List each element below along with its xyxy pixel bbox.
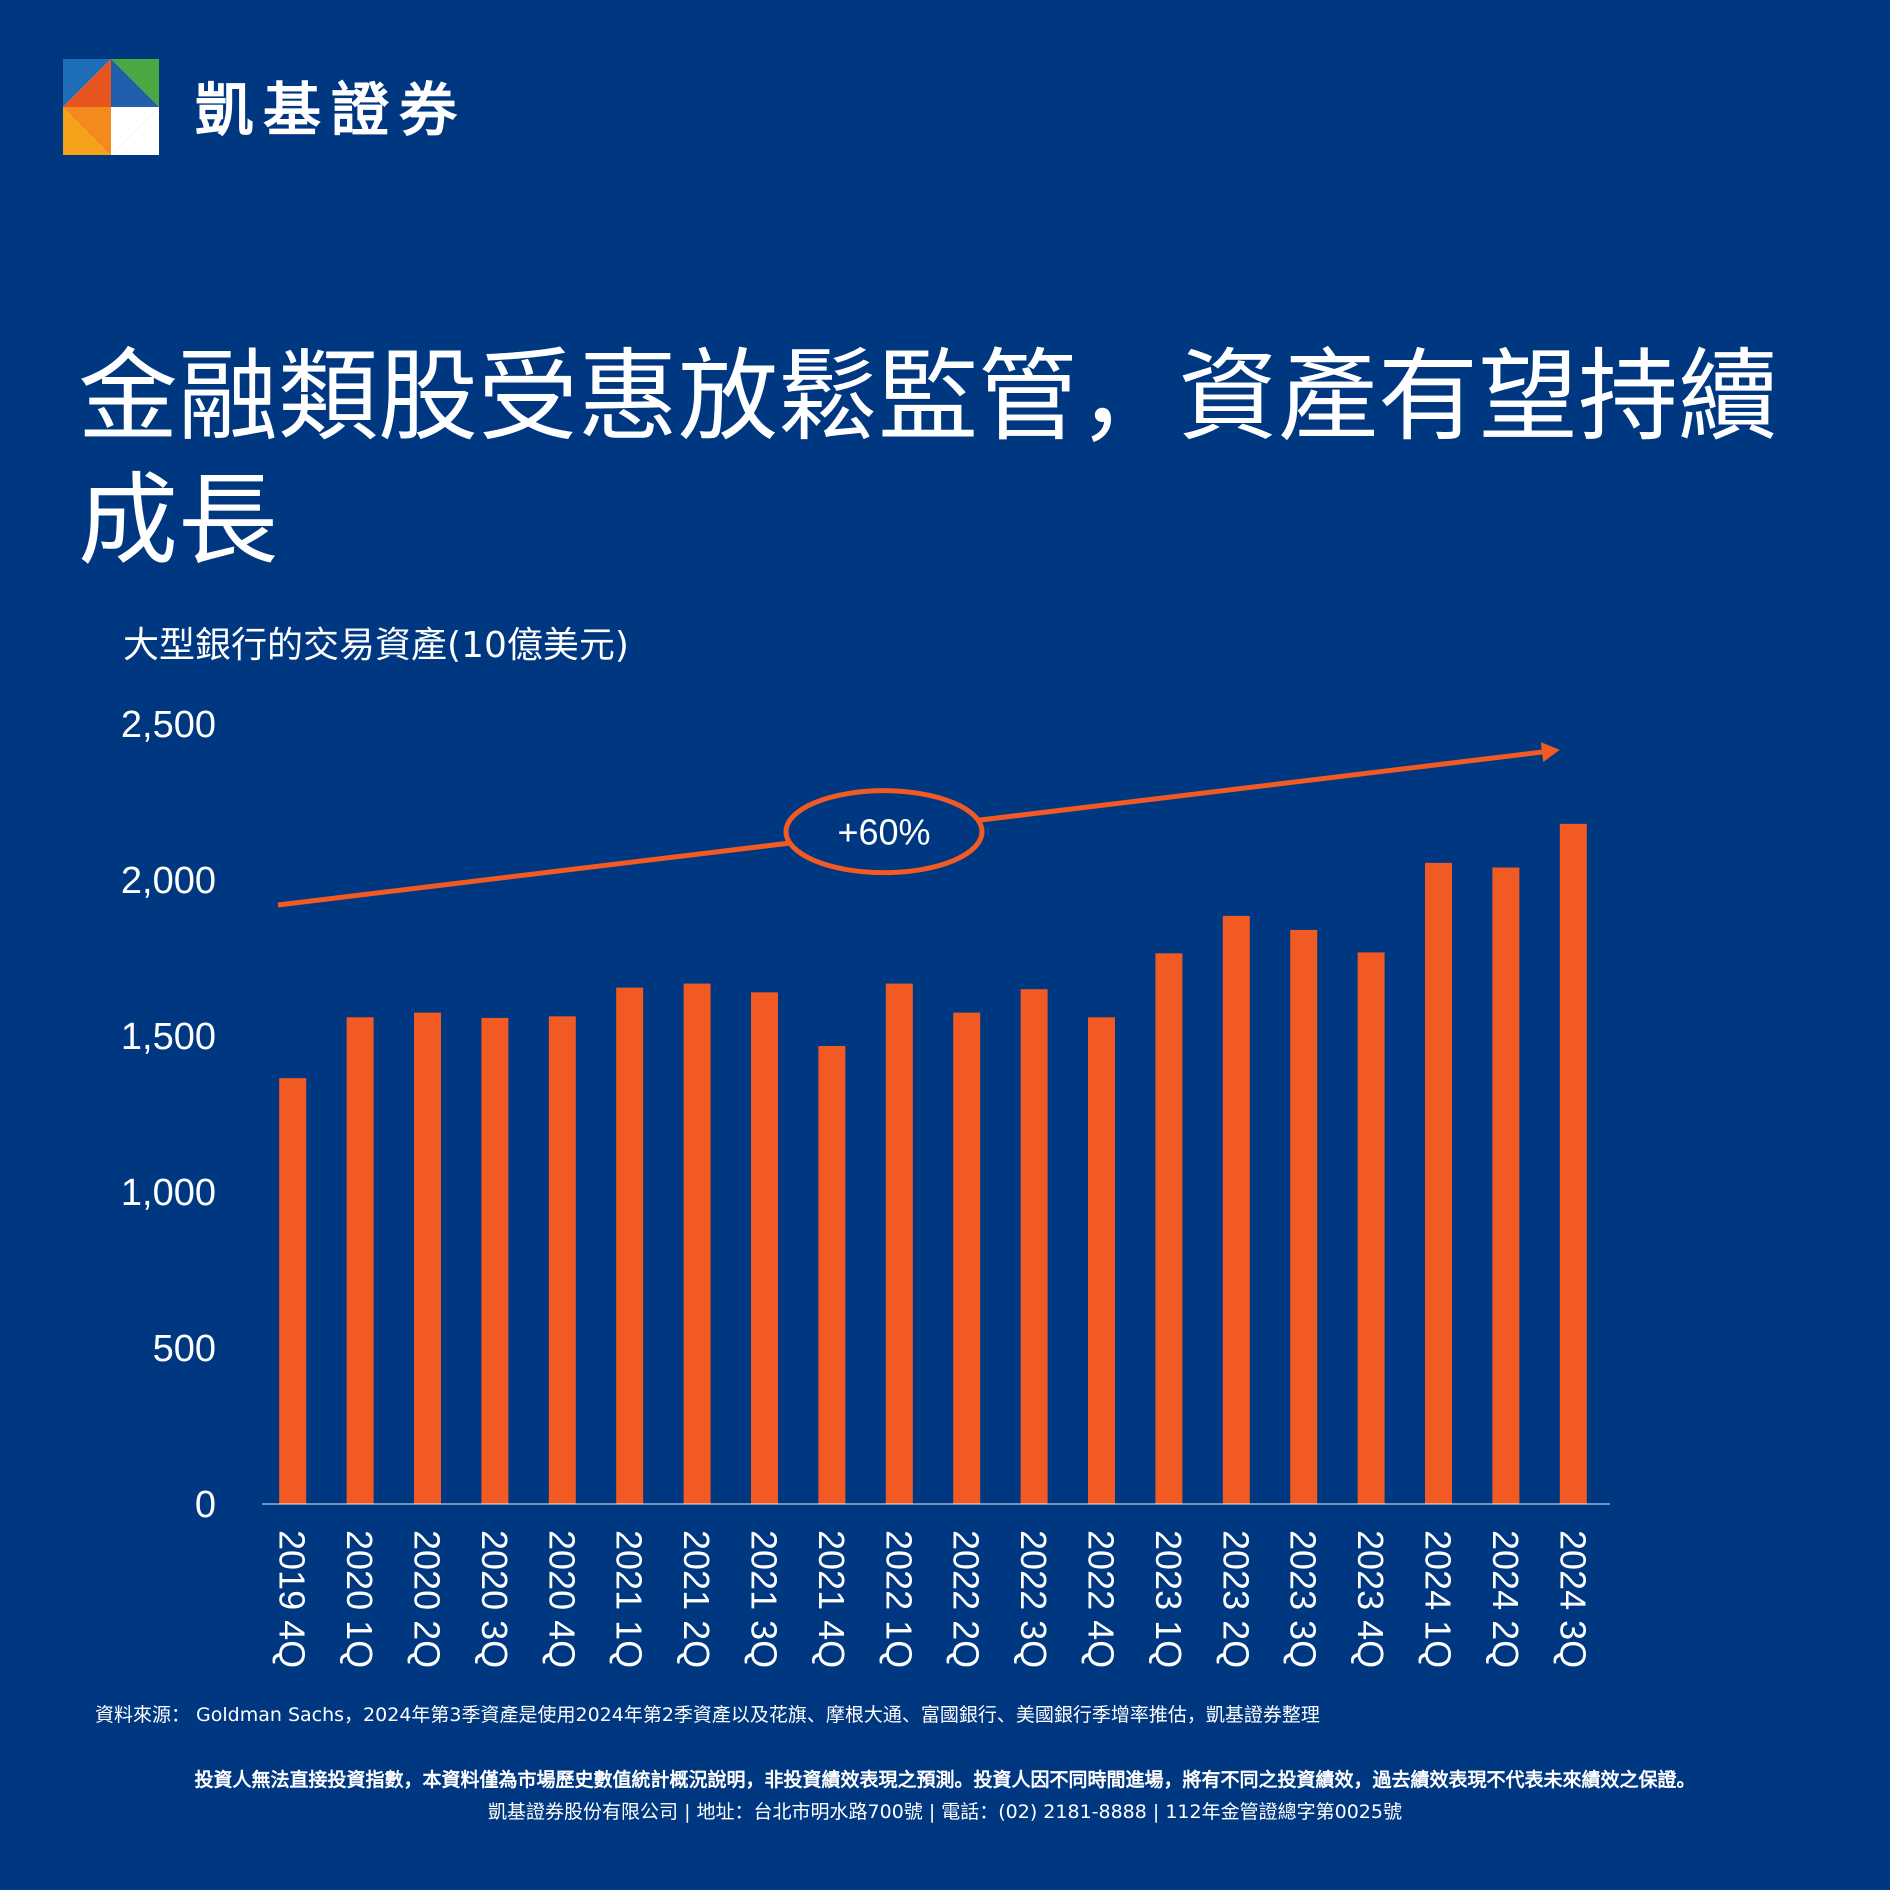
x-tick-label: 2022 2Q <box>946 1530 987 1668</box>
trend-arrow-head <box>1540 742 1560 763</box>
source-note: 資料來源： Goldman Sachs，2024年第3季資產是使用2024年第2… <box>95 1704 1320 1726</box>
x-tick-label: 2019 4Q <box>272 1530 313 1668</box>
x-tick-label: 2023 4Q <box>1350 1530 1391 1668</box>
bar <box>279 1078 307 1504</box>
y-tick-label: 0 <box>195 1484 216 1526</box>
bar <box>751 992 778 1504</box>
chart-title: 大型銀行的交易資產(10億美元) <box>123 625 629 666</box>
bar <box>1425 862 1452 1504</box>
y-tick-label: 2,000 <box>121 860 216 902</box>
bar <box>1290 929 1318 1504</box>
page-title: 金融類股受惠放鬆監管，資產有望持續成長 <box>78 338 1778 579</box>
bar <box>885 983 913 1504</box>
bar <box>1222 915 1250 1504</box>
y-tick-label: 2,500 <box>121 704 216 746</box>
bar <box>414 1012 441 1504</box>
y-axis: 0 500 1,000 1,500 2,000 2,500 <box>121 704 216 1526</box>
kgi-logo-icon <box>63 59 159 155</box>
x-tick-label: 2024 3Q <box>1552 1530 1593 1668</box>
bar <box>1357 952 1385 1504</box>
y-tick-label: 500 <box>153 1328 216 1370</box>
x-tick-label: 2023 2Q <box>1215 1530 1256 1668</box>
bar <box>818 1045 846 1504</box>
x-tick-label: 2022 3Q <box>1013 1530 1054 1668</box>
x-tick-label: 2021 1Q <box>609 1530 650 1668</box>
y-tick-label: 1,000 <box>121 1172 216 1214</box>
company-info: 凱基證券股份有限公司 | 地址：台北市明水路700號 | 電話：(02) 218… <box>488 1801 1402 1823</box>
x-tick-label: 2021 4Q <box>811 1530 852 1668</box>
x-tick-label: 2024 2Q <box>1485 1530 1526 1668</box>
x-tick-label: 2020 1Q <box>339 1530 380 1668</box>
brand-name: 凱基證券 <box>195 76 468 144</box>
x-tick-label: 2023 1Q <box>1148 1530 1189 1668</box>
x-tick-label: 2020 2Q <box>407 1530 448 1668</box>
annotation-ellipse <box>783 788 985 876</box>
y-tick-label: 1,500 <box>121 1016 216 1058</box>
bar <box>346 1017 374 1504</box>
x-tick-label: 2022 4Q <box>1081 1530 1122 1668</box>
x-tick-label: 2021 2Q <box>676 1530 717 1668</box>
bar <box>1088 1017 1115 1504</box>
x-tick-label: 2021 3Q <box>744 1530 785 1668</box>
bar <box>1559 823 1587 1504</box>
x-tick-label: 2023 3Q <box>1283 1530 1324 1668</box>
x-tick-label: 2020 4Q <box>541 1530 582 1668</box>
trend-annotation: +60% <box>277 742 1560 908</box>
bar <box>1492 867 1520 1504</box>
bar <box>1155 953 1183 1504</box>
x-tick-label: 2020 3Q <box>474 1530 515 1668</box>
annotation-label: +60% <box>837 812 930 853</box>
disclaimer: 投資人無法直接投資指數，本資料僅為市場歷史數值統計概況說明，非投資績效表現之預測… <box>194 1769 1696 1791</box>
bar <box>953 1012 981 1504</box>
x-tick-label: 2022 1Q <box>878 1530 919 1668</box>
x-axis: 2019 4Q 2020 1Q 2020 2Q 2020 3Q 2020 4Q 2021 … <box>272 1530 1594 1668</box>
bar <box>548 1016 576 1504</box>
bar <box>683 983 711 1504</box>
bar <box>481 1017 509 1504</box>
bar <box>1020 989 1048 1504</box>
bar <box>616 987 644 1504</box>
bars <box>279 823 1587 1504</box>
x-tick-label: 2024 1Q <box>1418 1530 1459 1668</box>
